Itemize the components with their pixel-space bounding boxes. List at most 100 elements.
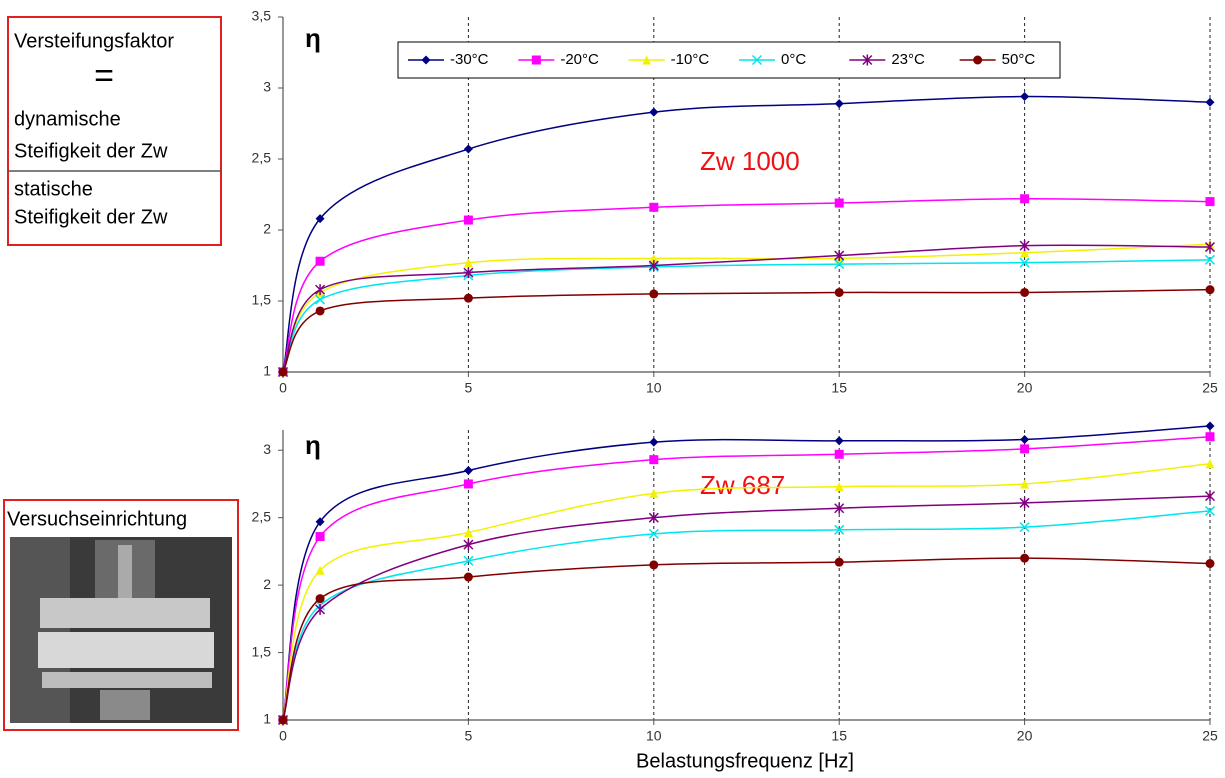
definition-denominator: statische [14, 178, 93, 200]
marker [463, 528, 473, 538]
series-line [282, 510, 1211, 721]
y-tick-label: 3,5 [252, 8, 272, 24]
x-tick-label: 15 [831, 380, 847, 396]
marker [315, 214, 325, 224]
y-tick-label: 2 [263, 221, 271, 237]
x-tick-label: 5 [465, 380, 473, 396]
annotation: Zw 687 [700, 470, 785, 500]
legend-box [397, 41, 1061, 79]
marker [1019, 522, 1030, 533]
marker [463, 144, 473, 154]
marker [834, 449, 844, 459]
series-line [282, 288, 1211, 373]
series-line [282, 243, 1211, 373]
marker [1205, 97, 1215, 107]
marker [1020, 194, 1030, 204]
marker [1020, 434, 1030, 444]
marker [315, 284, 326, 296]
marker [315, 306, 325, 316]
legend-label: 0°C [781, 51, 806, 68]
marker [1205, 197, 1215, 207]
x-tick-label: 25 [1202, 380, 1218, 396]
x-tick-label: 5 [465, 728, 473, 744]
y-tick-label: 1 [263, 711, 271, 727]
x-tick-label: 0 [279, 380, 287, 396]
marker [834, 502, 845, 514]
marker [834, 99, 844, 109]
y-tick-label: 1,5 [252, 643, 272, 659]
marker [1020, 287, 1030, 297]
marker [1020, 479, 1030, 489]
y-tick-label: 3 [263, 441, 271, 457]
marker [315, 294, 326, 305]
marker [642, 55, 652, 65]
series-line [282, 95, 1211, 373]
marker [834, 250, 845, 262]
legend-label: 50°C [1002, 51, 1036, 68]
marker [463, 267, 474, 279]
legend-label: -10°C [671, 51, 710, 68]
series-line [282, 244, 1211, 373]
x-tick-label: 20 [1017, 728, 1033, 744]
marker [834, 524, 845, 535]
marker [463, 539, 474, 551]
marker [315, 532, 325, 542]
x-tick-label: 10 [646, 728, 662, 744]
marker [1205, 559, 1215, 569]
marker [649, 560, 659, 570]
marker [531, 55, 541, 65]
marker [1019, 240, 1030, 252]
x-tick-label: 15 [831, 728, 847, 744]
marker [649, 488, 659, 498]
y-axis-label: η [305, 23, 321, 53]
marker [649, 202, 659, 212]
marker [463, 479, 473, 489]
marker [315, 603, 326, 615]
y-tick-label: 2,5 [252, 150, 272, 166]
marker [1020, 92, 1030, 102]
marker [463, 572, 473, 582]
marker [973, 55, 983, 65]
marker [1205, 459, 1215, 469]
marker [649, 253, 659, 263]
marker [315, 594, 325, 604]
marker [834, 287, 844, 297]
definition-numerator: Steifigkeit der Zw [14, 140, 168, 162]
marker [648, 528, 659, 539]
series-line [282, 198, 1211, 373]
definition-term: Versteifungsfaktor [14, 30, 174, 52]
y-tick-label: 2 [263, 576, 271, 592]
y-tick-label: 1 [263, 363, 271, 379]
marker [834, 198, 844, 208]
marker [421, 55, 431, 65]
marker [834, 557, 844, 567]
marker [648, 512, 659, 524]
legend-label: -20°C [560, 51, 599, 68]
x-axis-label: Belastungsfrequenz [Hz] [636, 750, 854, 772]
marker [463, 215, 473, 225]
annotation: Zw 1000 [700, 146, 800, 176]
marker [1205, 432, 1215, 442]
y-tick-label: 3 [263, 79, 271, 95]
series-line [282, 462, 1211, 721]
x-tick-label: 10 [646, 380, 662, 396]
marker [1020, 248, 1030, 258]
marker [1020, 444, 1030, 454]
series-line [282, 557, 1211, 721]
definition-denominator: Steifigkeit der Zw [14, 206, 168, 228]
y-axis-label: η [305, 430, 321, 460]
series-line [282, 259, 1211, 373]
marker [1019, 257, 1030, 268]
marker [278, 715, 288, 725]
marker [463, 465, 473, 475]
marker [1205, 285, 1215, 295]
marker [315, 256, 325, 266]
marker [463, 293, 473, 303]
setup-label: Versuchseinrichtung [7, 508, 187, 530]
marker [834, 259, 845, 270]
marker [649, 437, 659, 447]
legend-label: -30°C [450, 51, 489, 68]
marker [463, 555, 474, 566]
definition-equals: = [94, 57, 114, 95]
